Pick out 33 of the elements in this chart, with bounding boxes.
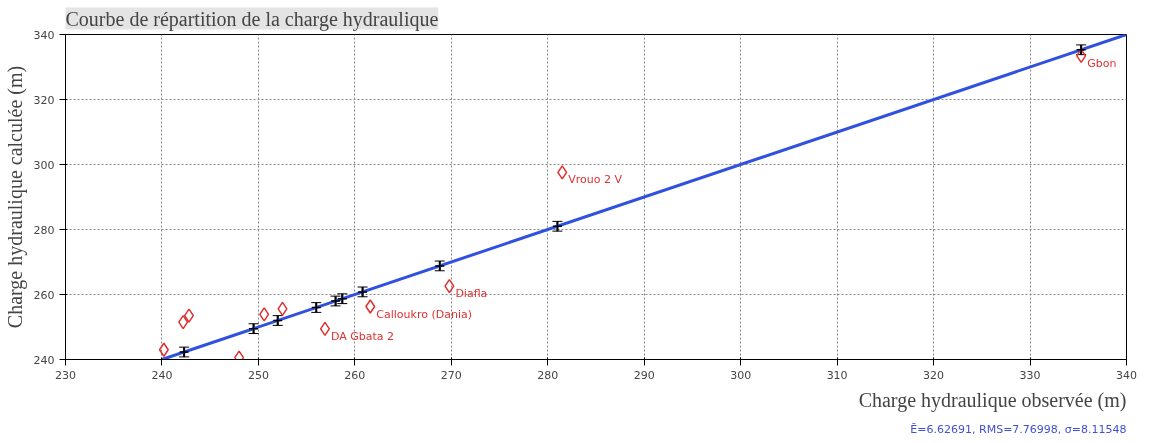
x-axis-title: Charge hydraulique observée (m) [858,388,1127,412]
point [319,321,331,337]
y-tick-label: 320 [33,93,55,107]
x-tick-label: 270 [440,368,462,382]
annotation: Diafla [455,287,488,301]
x-tick-label: 230 [55,368,76,382]
annotation: Vrouo 2 V [568,173,623,187]
y-tick-label: 340 [33,28,55,42]
x-tick-label: 290 [633,368,655,382]
y-tick-label: 240 [33,353,55,367]
x-tick-label: 240 [151,368,173,382]
x-tick-label: 260 [344,368,366,382]
annotation: DA Gbata 2 [330,329,395,343]
annotation: Calloukro (Dania) [376,307,472,321]
y-tick-label: 280 [33,223,55,237]
x-tick-label: 340 [1116,368,1137,382]
y-tick-label: 300 [33,158,55,172]
point [365,299,376,314]
x-tick-label: 250 [247,368,269,382]
x-tick-label: 280 [537,368,559,382]
y-axis-title: Charge hydraulique calculée (m) [3,65,27,329]
x-tick-label: 330 [1019,368,1041,382]
x-tick-label: 310 [826,368,848,382]
point [557,165,568,180]
x-tick-label: 300 [730,368,752,382]
point [259,307,270,322]
y-tick-label: 260 [33,288,55,302]
x-tick-label: 320 [923,368,945,382]
text: Ē=6.62691, RMS=7.76998, σ=8.11548 [910,422,1127,436]
annotation: Gbon [1087,56,1117,70]
chart-title: Courbe de répartition de la charge hydraulique [65,7,439,31]
point [183,308,195,323]
point [158,342,169,357]
